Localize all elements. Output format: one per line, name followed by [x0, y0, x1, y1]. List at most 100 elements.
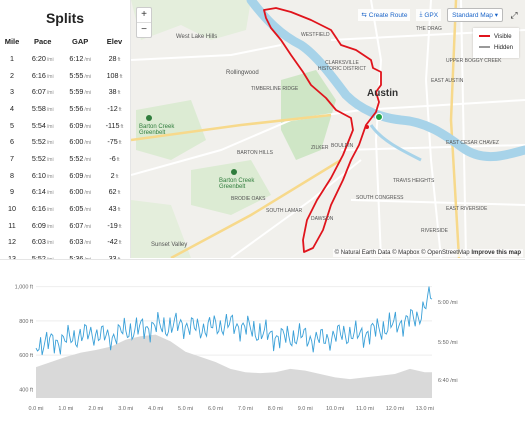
map-label: SOUTH CONGRESS	[356, 195, 404, 201]
pace-line	[35, 286, 433, 356]
split-gap-value: 5:36	[69, 254, 83, 263]
x-tick-label: 7.0 mi	[238, 406, 253, 412]
legend-hidden[interactable]: Hidden	[478, 43, 513, 54]
split-mile-value: 7	[10, 153, 14, 163]
map-type-select[interactable]: Standard Map ▾	[447, 8, 503, 22]
x-tick-label: 10.0 mi	[326, 406, 344, 412]
split-elev: 62ft	[99, 184, 130, 201]
split-row: 11 6:09/mi 6:07/mi -19ft	[0, 217, 130, 234]
split-gap-unit: /mi	[84, 73, 92, 80]
creek	[369, 124, 422, 162]
zoom-out-button[interactable]: −	[137, 22, 151, 37]
route-map[interactable]: + − ⇆ Create Route ⤓ GPX Standard Map ▾ …	[131, 0, 525, 258]
splits-title: Splits	[45, 10, 85, 26]
split-elev: -6ft	[99, 150, 130, 167]
split-gap-value: 6:12	[69, 53, 84, 63]
legend-visible[interactable]: Visible	[478, 32, 513, 43]
map-label: UPPER BOGGY CREEK	[446, 58, 502, 64]
split-gap-value: 6:00	[69, 187, 84, 197]
split-pace-unit: /mi	[46, 106, 54, 113]
split-mile-value: 1	[10, 53, 14, 63]
split-elev-unit: ft	[117, 207, 121, 214]
attribution-text[interactable]: © Natural Earth Data © Mapbox © OpenStre…	[334, 250, 470, 256]
split-pace-value: 6:10	[31, 170, 46, 180]
split-row: 5 5:54/mi 6:09/mi -115ft	[0, 117, 130, 134]
split-gap-value: 6:05	[69, 204, 84, 214]
split-pace-value: 6:03	[31, 237, 46, 247]
split-pace-unit: /mi	[46, 240, 54, 247]
map-label: BRODIE OAKS	[231, 196, 266, 202]
split-pace-unit: /mi	[46, 73, 54, 80]
map-label: SOUTH LAMAR	[266, 208, 303, 214]
split-row: 8 6:10/mi 6:09/mi 2ft	[0, 167, 130, 184]
split-gap-value: 6:03	[69, 237, 84, 247]
elevation-chart[interactable]: 1,000 ft 800 ft 600 ft 400 ft 5:00 /mi 5:50 /…	[0, 259, 525, 423]
download-icon: ⤓	[419, 11, 423, 18]
park-area	[131, 0, 251, 40]
splits-header-row: Mile Pace GAP Elev	[0, 32, 130, 50]
zoom-in-button[interactable]: +	[141, 9, 147, 20]
map-label: DAWSON	[311, 216, 334, 222]
y-tick-label: 400 ft	[19, 387, 33, 393]
chevron-down-icon: ▾	[494, 12, 498, 19]
map-label-city: Austin	[367, 88, 399, 99]
split-pace-value: 5:52	[31, 153, 46, 163]
create-route-label: Create Route	[368, 11, 408, 19]
split-gap-value: 6:00	[69, 137, 84, 147]
split-pace-value: 6:09	[31, 220, 46, 230]
split-pace: 6:14/mi	[24, 184, 61, 201]
split-gap-unit: /mi	[84, 106, 92, 113]
gpx-button[interactable]: ⤓ GPX	[416, 9, 442, 21]
map-label: RIVERSIDE	[421, 228, 448, 234]
park-marker-icon	[146, 115, 152, 121]
split-pace: 6:10/mi	[24, 167, 61, 184]
map-label: Barton Creek Greenbelt	[219, 178, 255, 190]
split-pace-value: 5:52	[31, 137, 46, 147]
legend-visible-label: Visible	[493, 34, 512, 40]
split-mile: 5	[0, 117, 24, 134]
split-mile: 6	[0, 133, 24, 150]
split-elev-unit: ft	[117, 90, 121, 97]
map-label: EAST RIVERSIDE	[446, 206, 488, 212]
split-elev: 28ft	[99, 50, 130, 67]
split-gap-unit: /mi	[84, 140, 92, 147]
park-marker-icon	[231, 169, 237, 175]
split-elev-value: 2	[110, 170, 115, 180]
split-elev-unit: ft	[118, 240, 122, 247]
split-elev: -12ft	[99, 100, 130, 117]
improve-map-link[interactable]: Improve this map	[471, 250, 521, 256]
park-area	[281, 70, 336, 160]
split-gap: 6:09/mi	[61, 117, 98, 134]
map-label: THE DRAG	[416, 26, 442, 32]
split-elev: -75ft	[99, 133, 130, 150]
split-pace-value: 6:14	[31, 187, 46, 197]
split-elev-value: -75	[107, 137, 118, 147]
split-elev-unit: ft	[120, 123, 124, 130]
split-elev-unit: ft	[116, 156, 120, 163]
split-pace-unit: /mi	[46, 190, 54, 197]
zoom-control: + −	[136, 7, 152, 38]
split-elev-unit: ft	[119, 73, 123, 80]
pace-tick-label: 5:50 /mi	[438, 340, 458, 346]
split-mile: 8	[0, 167, 24, 184]
split-gap-value: 5:55	[69, 70, 84, 80]
x-tick-label: 6.0 mi	[208, 406, 223, 412]
map-label: ZILKER	[311, 145, 329, 151]
y-tick-label: 800 ft	[19, 319, 33, 325]
elevation-chart-svg: 1,000 ft 800 ft 600 ft 400 ft 5:00 /mi 5:50 /…	[15, 285, 458, 412]
split-elev-value: 43	[108, 204, 117, 214]
split-pace: 5:58/mi	[24, 100, 61, 117]
split-gap-value: 6:09	[69, 120, 84, 130]
map-label: BOULDIN	[331, 143, 354, 149]
split-pace-value: 6:16	[31, 204, 46, 214]
split-gap: 6:03/mi	[61, 234, 98, 251]
split-gap: 5:55/mi	[61, 67, 98, 84]
map-label: WESTFIELD	[301, 32, 330, 38]
split-elev-unit: ft	[117, 190, 121, 197]
split-row: 7 5:52/mi 5:52/mi -6ft	[0, 150, 130, 167]
split-gap: 5:52/mi	[61, 150, 98, 167]
fullscreen-icon[interactable]: ⤢	[510, 9, 518, 20]
map-label: EAST AUSTIN	[431, 78, 464, 84]
create-route-button[interactable]: ⇆ Create Route	[358, 9, 411, 21]
split-mile-value: 2	[10, 70, 14, 80]
